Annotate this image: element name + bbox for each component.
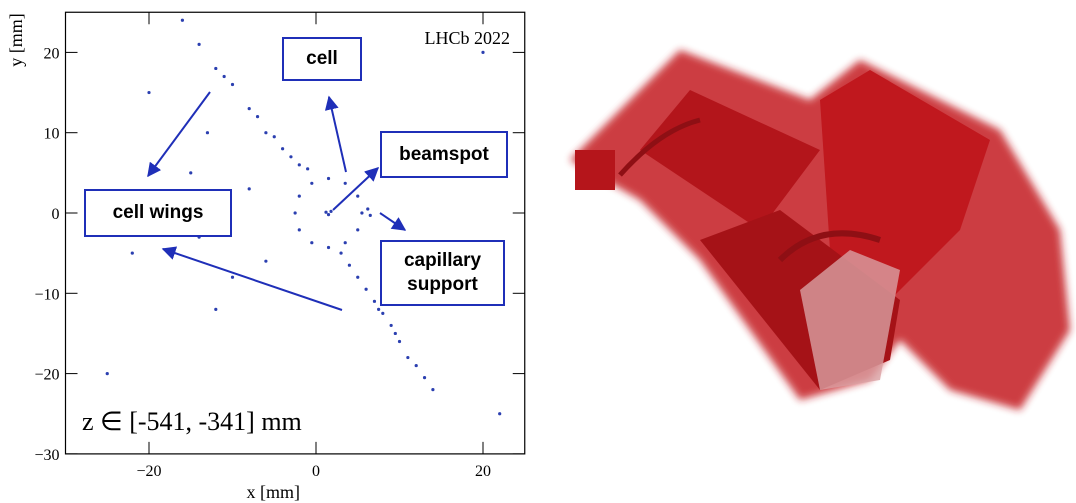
point bbox=[431, 388, 435, 392]
point bbox=[255, 115, 260, 119]
point bbox=[368, 213, 372, 218]
point bbox=[397, 339, 402, 344]
point bbox=[326, 245, 331, 250]
point bbox=[247, 187, 251, 191]
point bbox=[422, 376, 427, 380]
point bbox=[297, 228, 301, 232]
point bbox=[105, 372, 109, 376]
point bbox=[272, 135, 276, 139]
point bbox=[329, 209, 333, 213]
point bbox=[130, 251, 134, 255]
x-tick-label: 20 bbox=[475, 463, 491, 480]
point bbox=[214, 307, 218, 311]
point bbox=[356, 228, 360, 232]
point bbox=[214, 66, 218, 71]
point bbox=[230, 275, 235, 279]
experiment-label: LHCb 2022 bbox=[425, 28, 511, 48]
point bbox=[498, 412, 502, 416]
point bbox=[406, 355, 410, 360]
point bbox=[339, 251, 343, 255]
x-tick-label: −20 bbox=[136, 463, 161, 480]
point bbox=[264, 131, 268, 135]
point bbox=[360, 211, 364, 215]
y-tick-label: −20 bbox=[34, 367, 59, 384]
annotation-cell: cell bbox=[282, 37, 362, 81]
point bbox=[364, 287, 368, 291]
point bbox=[310, 181, 314, 185]
point bbox=[180, 18, 184, 22]
point bbox=[326, 176, 331, 181]
point bbox=[147, 90, 151, 95]
x-tick-label: 0 bbox=[312, 463, 320, 480]
point bbox=[372, 299, 377, 303]
arrows bbox=[147, 91, 407, 311]
point bbox=[481, 50, 485, 55]
point bbox=[293, 211, 297, 215]
point bbox=[297, 163, 301, 167]
point bbox=[356, 194, 360, 198]
point bbox=[343, 241, 347, 245]
point bbox=[347, 263, 351, 267]
z-range-label: z ∈ [-541, -341] mm bbox=[82, 407, 302, 436]
point bbox=[306, 167, 310, 171]
point bbox=[414, 363, 418, 368]
point bbox=[389, 323, 393, 328]
point bbox=[366, 207, 370, 211]
y-axis-label: y [mm] bbox=[6, 13, 26, 67]
point bbox=[222, 74, 226, 79]
plot-area: −20 0 20 −30 −20 −10 0 10 20 bbox=[34, 12, 525, 480]
point bbox=[247, 107, 251, 111]
point bbox=[230, 82, 235, 87]
y-tick-label: −10 bbox=[34, 286, 59, 303]
point bbox=[281, 147, 285, 151]
plot-frame bbox=[64, 11, 526, 455]
y-tick-label: −30 bbox=[34, 447, 59, 464]
annotation-beamspot: beamspot bbox=[380, 131, 508, 178]
point bbox=[324, 210, 328, 214]
annotation-cell-wings: cell wings bbox=[84, 189, 232, 237]
y-tick-label: 20 bbox=[44, 45, 60, 62]
y-tick-label: 10 bbox=[44, 126, 60, 143]
point bbox=[189, 171, 193, 175]
render-3d bbox=[570, 50, 1070, 410]
y-tick-label: 0 bbox=[52, 206, 60, 223]
point bbox=[289, 155, 293, 159]
point bbox=[264, 259, 268, 263]
point bbox=[197, 42, 201, 46]
point bbox=[381, 311, 385, 315]
point bbox=[310, 241, 314, 245]
point bbox=[393, 331, 397, 336]
point bbox=[297, 194, 301, 198]
point bbox=[205, 131, 210, 135]
point bbox=[326, 213, 331, 217]
x-axis-label: x [mm] bbox=[247, 482, 301, 502]
point bbox=[356, 275, 360, 279]
point bbox=[377, 307, 381, 311]
point bbox=[343, 181, 347, 185]
annotation-capillary-support: capillary support bbox=[380, 240, 505, 306]
